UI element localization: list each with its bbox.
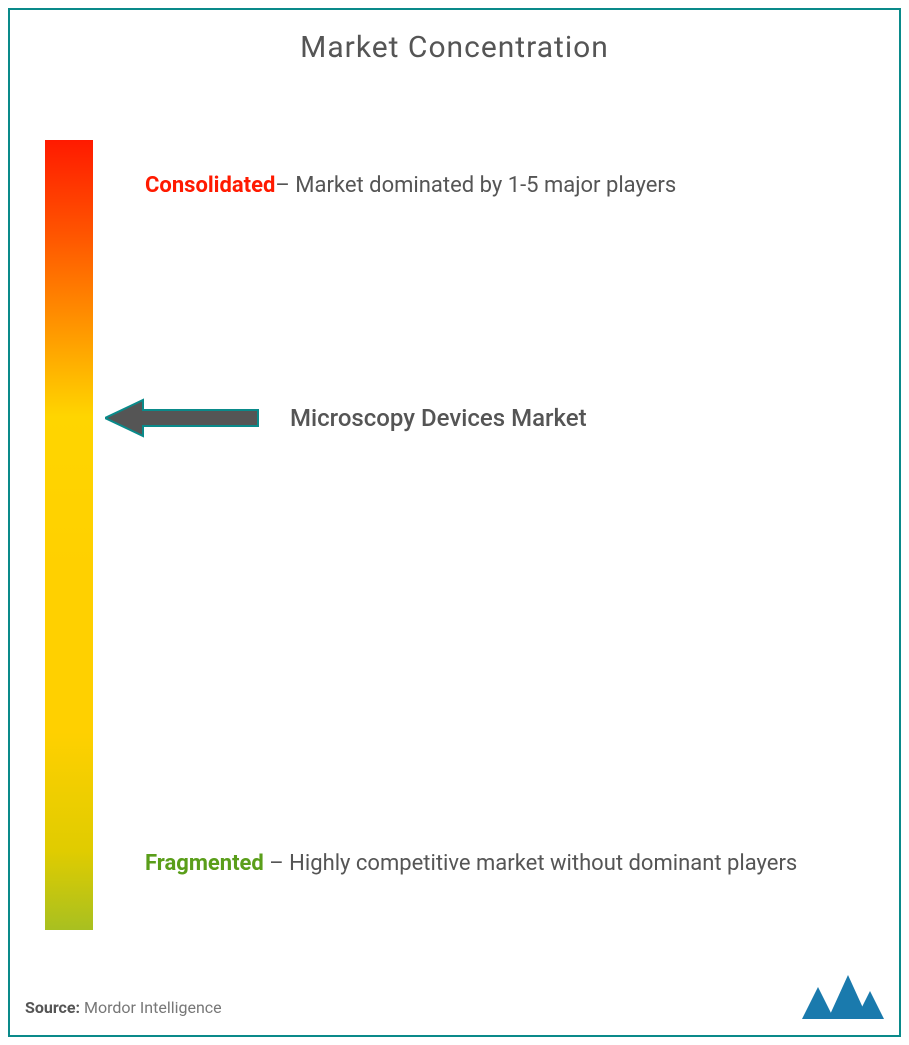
consolidated-description: Consolidated– Market dominated by 1-5 ma… — [145, 160, 869, 213]
fragmented-text: – Highly competitive market without domi… — [264, 851, 797, 876]
logo-icon — [802, 969, 884, 1019]
market-indicator: Microscopy Devices Market — [105, 398, 587, 438]
fragmented-label: Fragmented — [145, 851, 264, 876]
source-attribution: Source: Mordor Intelligence — [25, 998, 222, 1017]
source-label: Source: — [25, 998, 80, 1017]
concentration-gradient-bar — [45, 140, 93, 930]
market-name-label: Microscopy Devices Market — [290, 404, 587, 432]
consolidated-label: Consolidated — [145, 173, 275, 198]
fragmented-description: Fragmented – Highly competitive market w… — [145, 838, 869, 891]
consolidated-text: – Market dominated by 1-5 major players — [275, 173, 676, 198]
infographic-title: Market Concentration — [0, 30, 909, 65]
arrow-left-icon — [105, 398, 260, 438]
mordor-logo — [802, 969, 884, 1023]
source-value: Mordor Intelligence — [84, 998, 222, 1017]
